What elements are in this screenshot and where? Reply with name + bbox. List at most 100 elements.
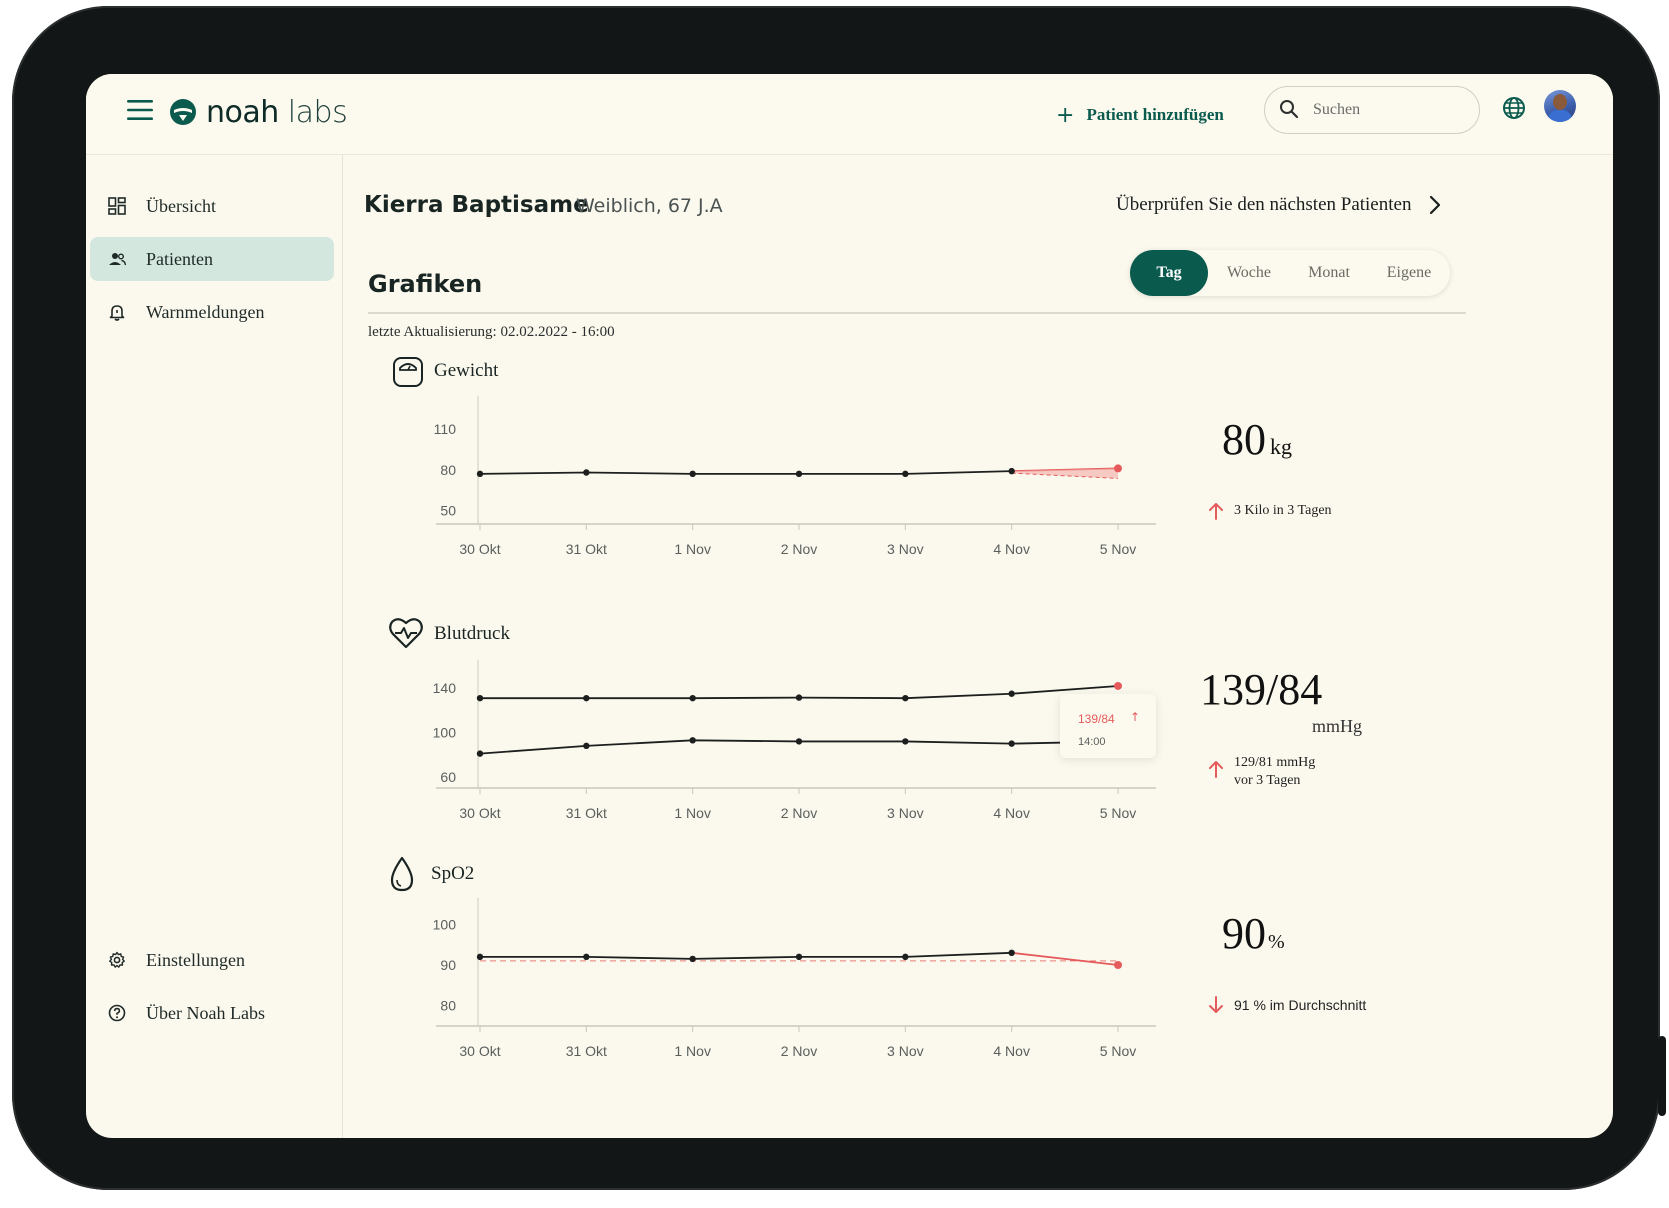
chart-tooltip: 139/84 ↑ 14:00 (1060, 694, 1156, 758)
heart-pulse-icon (389, 618, 423, 649)
spo2-label: SpO2 (431, 863, 475, 884)
y-tick-label: 110 (434, 421, 457, 437)
x-tick-label: 4 Nov (993, 805, 1030, 821)
search-icon (1280, 100, 1299, 119)
globe-language-icon[interactable] (1502, 96, 1526, 120)
sidebar-item-settings[interactable]: Einstellungen (90, 938, 334, 982)
x-tick-label: 2 Nov (781, 541, 818, 557)
sidebar-item-label: Einstellungen (146, 949, 245, 970)
latest-data-point (1114, 681, 1122, 690)
weight-unit: kg (1270, 434, 1292, 459)
y-tick-label: 100 (433, 916, 457, 932)
patient-meta: Weiblich, 67 J.A (576, 195, 723, 217)
sidebar-item-about[interactable]: Über Noah Labs (90, 991, 334, 1035)
data-point (795, 694, 803, 701)
device-side-button (1658, 1036, 1666, 1116)
sidebar-item-alerts[interactable]: Warnmeldungen (90, 290, 334, 334)
section-divider (368, 312, 1466, 314)
x-tick-label: 5 Nov (1100, 1043, 1137, 1059)
data-point (795, 738, 803, 745)
weight-value-number: 80 (1222, 415, 1266, 464)
x-tick-label: 31 Okt (566, 541, 607, 557)
last-update: letzte Aktualisierung: 02.02.2022 - 16:0… (368, 324, 615, 340)
x-tick-label: 31 Okt (566, 1043, 607, 1059)
x-tick-label: 2 Nov (781, 805, 818, 821)
gear-icon (109, 951, 125, 968)
sidebar-item-patients[interactable]: Patienten (90, 237, 334, 281)
sidebar-item-overview[interactable]: Übersicht (90, 184, 334, 228)
data-point (689, 470, 696, 478)
drop-icon (390, 856, 414, 892)
weight-chart: 50 80 110 30 Okt 31 Okt 1 Nov 2 Nov 3 Nov 4 Nov 5… (434, 396, 1156, 557)
series-line-0 (479, 470, 1012, 475)
blood-pressure-value: 139/84 (1200, 665, 1323, 714)
next-patient-label: Überprüfen Sie den nächsten Patienten (1116, 194, 1412, 215)
data-point (689, 737, 696, 744)
next-patient-link[interactable]: Überprüfen Sie den nächsten Patienten (1116, 194, 1441, 216)
tablet-frame: noah labs + Patient hinzufügen (12, 6, 1666, 1190)
blood-pressure-chart: 60 100 140 30 Okt 31 Okt 1 Nov 2 Nov 3 Nov 4 Nov… (433, 660, 1156, 821)
sidebar-item-label: Patienten (146, 248, 213, 269)
series-line-0 (480, 692, 1012, 700)
x-tick-label: 1 Nov (674, 541, 711, 557)
trend-range-area (1011, 468, 1118, 479)
logo[interactable]: noah labs (168, 92, 348, 132)
add-patient-label: Patient hinzufügen (1086, 105, 1224, 124)
sidebar: Übersicht Patienten Warnmeldungen (86, 154, 343, 1138)
arrow-up-icon (1209, 503, 1223, 520)
tab-month[interactable]: Monat (1308, 264, 1350, 281)
y-tick-label: 90 (440, 957, 456, 973)
y-tick-label: 140 (433, 680, 457, 696)
hamburger-menu-icon[interactable] (126, 99, 154, 121)
x-tick-label: 30 Okt (459, 1043, 500, 1059)
blood-pressure-unit: mmHg (1312, 716, 1363, 736)
x-tick-label: 5 Nov (1100, 805, 1137, 821)
weight-trend: 3 Kilo in 3 Tagen (1208, 502, 1332, 520)
tooltip-value: 139/84 (1078, 712, 1115, 726)
patient-name: Kierra Baptisame (364, 192, 589, 218)
user-avatar[interactable] (1544, 90, 1576, 122)
add-patient-button[interactable]: + Patient hinzufügen (1056, 98, 1224, 132)
data-point (476, 953, 484, 961)
series-last-segment-0 (1011, 685, 1119, 695)
dashboard-icon (108, 197, 126, 215)
series-line-1 (479, 739, 1012, 755)
sidebar-item-label: Übersicht (146, 195, 216, 216)
bell-icon (109, 305, 125, 321)
x-tick-label: 1 Nov (674, 1043, 711, 1059)
x-tick-label: 1 Nov (674, 805, 711, 821)
search-input[interactable] (1311, 97, 1465, 123)
spo2-value-number: 90 (1222, 909, 1266, 958)
x-tick-label: 4 Nov (993, 1043, 1030, 1059)
y-tick-label: 50 (440, 502, 456, 518)
x-tick-label: 5 Nov (1100, 541, 1137, 557)
patients-icon (109, 253, 126, 266)
tab-week[interactable]: Woche (1226, 264, 1272, 281)
y-tick-label: 60 (440, 769, 456, 785)
data-point (1008, 690, 1015, 697)
data-point (795, 470, 803, 478)
data-point (476, 470, 484, 478)
y-tick-label: 100 (433, 725, 457, 741)
y-tick-label: 80 (440, 998, 456, 1014)
data-point (1008, 740, 1015, 747)
data-point (476, 694, 484, 702)
y-tick-label: 80 (440, 462, 456, 478)
data-point (902, 470, 909, 478)
blood-pressure-trend: 129/81 mmHg vor 3 Tagen (1208, 754, 1315, 790)
data-point (689, 694, 696, 702)
tab-custom[interactable]: Eigene (1386, 264, 1432, 281)
x-tick-label: 3 Nov (887, 805, 924, 821)
x-tick-label: 3 Nov (887, 541, 924, 557)
weight-label: Gewicht (434, 360, 499, 381)
search-box[interactable] (1264, 86, 1480, 134)
x-tick-label: 2 Nov (781, 1043, 818, 1059)
tab-day[interactable]: Tag (1130, 250, 1208, 296)
series-last-segment-0 (1011, 467, 1119, 473)
app-screen: noah labs + Patient hinzufügen (86, 74, 1613, 1138)
data-point (1008, 467, 1015, 475)
latest-data-point (1114, 464, 1122, 473)
sidebar-item-label: Über Noah Labs (146, 1002, 265, 1023)
x-tick-label: 3 Nov (887, 1043, 924, 1059)
series-line-0 (480, 951, 1012, 960)
